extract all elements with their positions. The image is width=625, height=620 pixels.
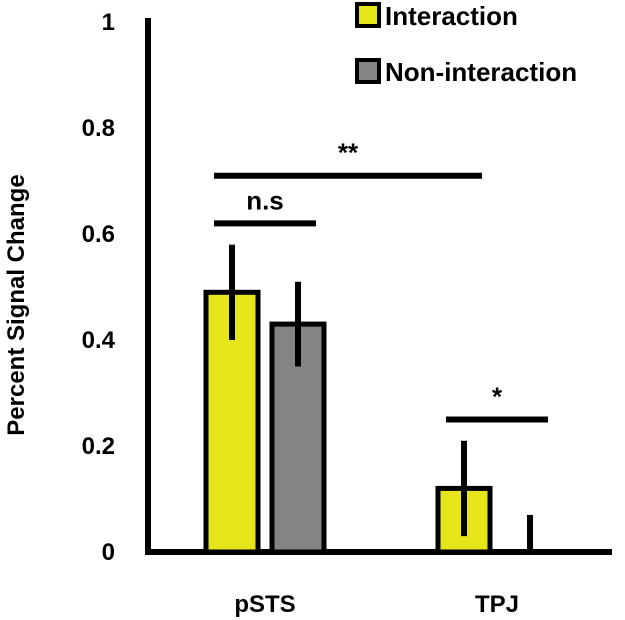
y-tick-label: 0.4	[82, 327, 116, 354]
category-label: TPJ	[475, 591, 519, 618]
bars	[203, 289, 493, 555]
significance-label: **	[338, 138, 359, 168]
legend-label: Interaction	[385, 1, 518, 31]
y-tick-label: 0.6	[82, 221, 115, 248]
y-axis-title: Percent Signal Change	[3, 174, 30, 435]
y-tick-label: 0.8	[82, 115, 115, 142]
significance-markers: n.s***	[214, 138, 548, 423]
significance-label: n.s	[246, 185, 284, 215]
y-tick-labels: 0 0.2 0.4 0.6 0.8 1	[82, 9, 116, 566]
legend-label: Non-interaction	[385, 57, 577, 87]
category-labels: pSTS TPJ	[234, 591, 519, 618]
y-tick-label: 0	[102, 539, 115, 566]
y-tick-label: 1	[102, 9, 115, 36]
y-tick-label: 0.2	[82, 433, 115, 460]
category-label: pSTS	[234, 591, 295, 618]
legend-swatch	[355, 58, 381, 84]
significance-label: *	[492, 382, 503, 412]
legend-swatch	[355, 2, 381, 28]
legend: Interaction Non-interaction	[355, 1, 577, 87]
error-bars	[229, 244, 533, 552]
